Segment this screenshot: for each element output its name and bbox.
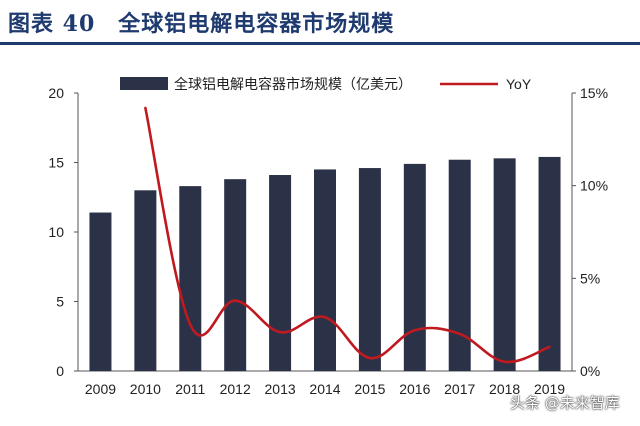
- bar: [269, 175, 292, 371]
- yoy-point: [278, 330, 282, 334]
- right-tick-label: 15%: [580, 85, 608, 101]
- bar: [224, 179, 247, 371]
- left-tick-label: 20: [48, 85, 64, 101]
- bar: [493, 158, 516, 371]
- x-tick-label: 2013: [265, 381, 296, 397]
- yoy-point: [458, 332, 461, 336]
- right-tick-label: 5%: [580, 270, 600, 286]
- figure-title: 图表 40 全球铝电解电容器市场规模: [8, 11, 395, 37]
- left-tick-label: 5: [56, 294, 64, 310]
- yoy-point: [413, 329, 417, 332]
- x-tick-label: 2009: [85, 381, 116, 397]
- x-tick-label: 2018: [489, 381, 520, 397]
- right-tick-label: 0%: [580, 363, 600, 379]
- bar: [358, 168, 381, 371]
- yoy-point: [233, 299, 237, 302]
- bar: [179, 186, 202, 371]
- x-tick-label: 2015: [354, 381, 385, 397]
- bar: [89, 212, 112, 371]
- yoy-line: [144, 107, 551, 364]
- left-tick-label: 0: [56, 363, 64, 379]
- x-tick-label: 2019: [534, 381, 565, 397]
- legend-line-label: YoY: [506, 76, 532, 92]
- legend-bar-label: 全球铝电解电容器市场规模（亿美元）: [174, 76, 412, 93]
- right-tick-label: 10%: [580, 178, 608, 194]
- yoy-point: [144, 106, 147, 110]
- title-rule: [0, 42, 640, 45]
- left-tick-label: 10: [48, 224, 64, 240]
- x-tick-label: 2010: [130, 381, 161, 397]
- bar: [448, 159, 471, 371]
- bar: [314, 169, 336, 371]
- x-tick-label: 2017: [444, 381, 475, 397]
- bar: [538, 156, 561, 371]
- yoy-point: [189, 323, 192, 326]
- watermark-text: 头条 @未来智库: [510, 394, 620, 412]
- bar: [403, 163, 426, 371]
- figure-header: 图表 40 全球铝电解电容器市场规模: [0, 0, 640, 46]
- yoy-point: [548, 345, 551, 349]
- x-tick-label: 2011: [175, 381, 205, 397]
- x-tick-label: 2014: [309, 381, 340, 397]
- yoy-point: [323, 316, 327, 319]
- left-tick-label: 15: [48, 155, 64, 171]
- bar: [134, 190, 157, 371]
- yoy-point: [503, 360, 506, 363]
- x-tick-label: 2016: [399, 381, 430, 397]
- x-tick-label: 2012: [220, 381, 251, 397]
- yoy-point: [368, 356, 372, 360]
- legend-bar-swatch: [120, 77, 168, 90]
